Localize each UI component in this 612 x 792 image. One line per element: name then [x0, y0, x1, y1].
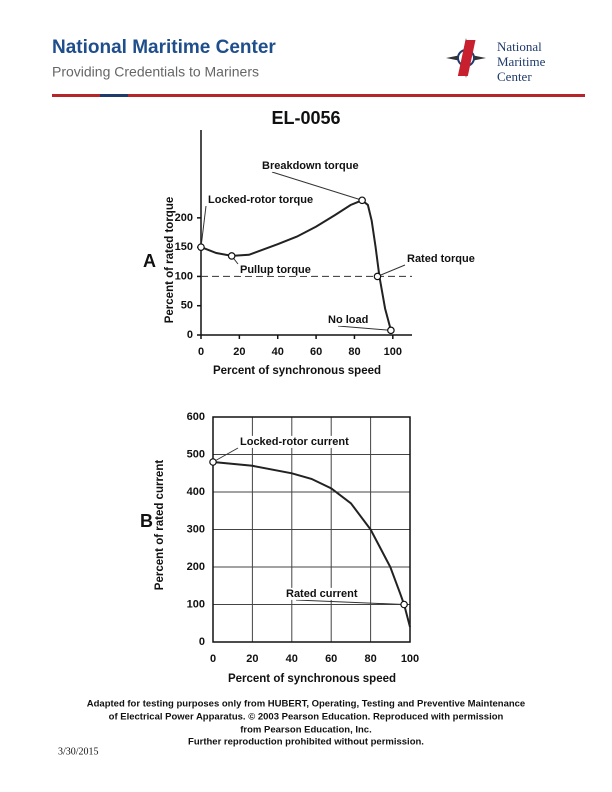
annotation: Rated current: [286, 588, 358, 600]
y-tick-label: 150: [175, 241, 193, 253]
x-tick-label: 60: [325, 653, 337, 665]
point-marker: [400, 600, 408, 609]
y-axis-label: Percent of rated current: [154, 460, 166, 591]
x-tick-label: 0: [210, 653, 216, 665]
annotation-bg: [207, 193, 315, 206]
x-axis-label: Percent of synchronous speed: [228, 673, 396, 685]
point-marker: [209, 458, 217, 466]
y-tick-label: 0: [187, 329, 193, 341]
annotation: Locked-rotor torque: [208, 194, 313, 206]
x-tick-label: 0: [198, 346, 204, 358]
header-subtitle: Providing Credentials to Mariners: [52, 64, 259, 80]
logo-compass: [446, 38, 486, 78]
annotation-leader: [295, 599, 405, 605]
annotation-leader: [200, 205, 207, 248]
x-tick-label: 20: [246, 653, 258, 665]
panel-label: A: [143, 251, 156, 271]
point-marker: [373, 272, 382, 281]
x-tick-label: 60: [310, 346, 322, 358]
point-marker: [227, 252, 236, 260]
y-axis-label: Percent of rated torque: [164, 197, 176, 324]
logo-text: Maritime: [497, 54, 546, 69]
annotation-leader: [337, 325, 391, 331]
date: 3/30/2015: [58, 746, 99, 757]
header-rule: [52, 94, 585, 97]
question-id: EL-0056: [271, 108, 340, 128]
annotation-bg: [327, 313, 370, 326]
point-marker: [358, 196, 366, 205]
footer-line: Further reproduction prohibited without …: [188, 737, 424, 748]
annotation-bg: [406, 252, 476, 265]
footer-line: from Pearson Education, Inc.: [240, 725, 371, 736]
logo-text: National: [497, 39, 542, 54]
y-tick-label: 300: [187, 523, 205, 535]
header-rule-accent: [100, 94, 128, 97]
y-tick-label: 0: [199, 636, 205, 648]
annotation-bg: [239, 435, 351, 448]
annotation-bg: [239, 263, 312, 276]
x-tick-label: 100: [401, 653, 419, 665]
x-tick-label: 80: [364, 653, 376, 665]
header-title: National Maritime Center: [52, 37, 276, 58]
annotation-leader: [377, 264, 406, 277]
y-tick-label: 100: [187, 598, 205, 610]
annotation-leader: [271, 171, 363, 201]
curve: [212, 461, 411, 628]
footer-line: Adapted for testing purposes only from H…: [87, 699, 525, 710]
annotation: No load: [328, 314, 368, 326]
curve: [200, 199, 392, 331]
annotation-leader: [212, 447, 239, 463]
y-tick-label: 400: [187, 486, 205, 498]
y-tick-label: 600: [187, 411, 205, 423]
annotation: Rated torque: [407, 253, 475, 265]
y-tick-label: 200: [175, 212, 193, 224]
x-tick-label: 20: [233, 346, 245, 358]
point-marker: [197, 243, 205, 251]
x-axis-label: Percent of synchronous speed: [213, 365, 381, 377]
y-tick-label: 200: [187, 561, 205, 573]
x-tick-label: 100: [384, 346, 402, 358]
x-tick-label: 40: [286, 653, 298, 665]
point-marker: [387, 326, 395, 335]
annotation: Breakdown torque: [262, 160, 359, 172]
annotation-bg: [261, 159, 360, 172]
annotation-bg: [285, 587, 359, 600]
x-tick-label: 80: [348, 346, 360, 358]
x-tick-label: 40: [272, 346, 284, 358]
plot-frame: [212, 416, 411, 643]
y-tick-label: 500: [187, 448, 205, 460]
footer-line: of Electrical Power Apparatus. © 2003 Pe…: [109, 712, 504, 723]
logo-text: Center: [497, 69, 532, 84]
y-tick-label: 100: [175, 270, 193, 282]
y-tick-label: 50: [181, 300, 193, 312]
annotation: Pullup torque: [240, 264, 311, 276]
annotation: Locked-rotor current: [240, 436, 349, 448]
panel-label: B: [140, 511, 153, 531]
